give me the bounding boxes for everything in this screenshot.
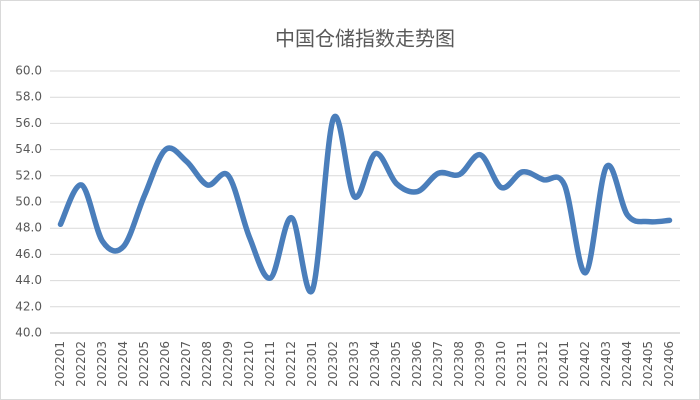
y-tick-label: 44.0 <box>15 273 42 287</box>
x-tick-label: 202211 <box>263 341 277 387</box>
chart-title: 中国仓储指数走势图 <box>275 27 455 51</box>
x-tick-label: 202304 <box>368 341 382 387</box>
y-tick-label: 60.0 <box>15 64 42 78</box>
x-tick-label: 202406 <box>662 341 676 387</box>
x-tick-label: 202306 <box>410 341 424 387</box>
y-tick-label: 50.0 <box>15 195 42 209</box>
y-tick-label: 56.0 <box>15 116 42 130</box>
x-tick-label: 202207 <box>179 341 193 387</box>
x-tick-label: 202402 <box>578 341 592 387</box>
x-tick-label: 202205 <box>137 341 151 387</box>
x-tick-label: 202202 <box>74 341 88 387</box>
x-tick-label: 202305 <box>389 341 403 387</box>
x-tick-label: 202307 <box>431 341 445 387</box>
x-tick-label: 202301 <box>305 341 319 387</box>
x-tick-label: 202310 <box>494 341 508 387</box>
x-tick-label: 202201 <box>53 341 67 387</box>
x-tick-label: 202403 <box>599 341 613 387</box>
x-tick-label: 202312 <box>536 341 550 387</box>
x-tick-label: 202405 <box>641 341 655 387</box>
x-tick-label: 202210 <box>242 341 256 387</box>
x-tick-label: 202303 <box>347 341 361 387</box>
x-tick-label: 202401 <box>557 341 571 387</box>
y-tick-label: 46.0 <box>15 247 42 261</box>
y-tick-label: 54.0 <box>15 142 42 156</box>
x-tick-label: 202311 <box>515 341 529 387</box>
x-tick-label: 202206 <box>158 341 172 387</box>
data-line <box>57 113 673 295</box>
x-tick-label: 202302 <box>326 341 340 387</box>
x-tick-label: 202308 <box>452 341 466 387</box>
y-tick-label: 48.0 <box>15 221 42 235</box>
y-tick-label: 52.0 <box>15 168 42 182</box>
x-tick-label: 202209 <box>221 341 235 387</box>
y-tick-label: 58.0 <box>15 90 42 104</box>
x-tick-label: 202212 <box>284 341 298 387</box>
y-tick-label: 40.0 <box>15 326 42 340</box>
x-tick-label: 202208 <box>200 341 214 387</box>
x-tick-label: 202404 <box>620 341 634 387</box>
x-tick-label: 202203 <box>95 341 109 387</box>
y-tick-label: 42.0 <box>15 299 42 313</box>
x-tick-label: 202204 <box>116 341 130 387</box>
x-tick-label: 202309 <box>473 341 487 387</box>
